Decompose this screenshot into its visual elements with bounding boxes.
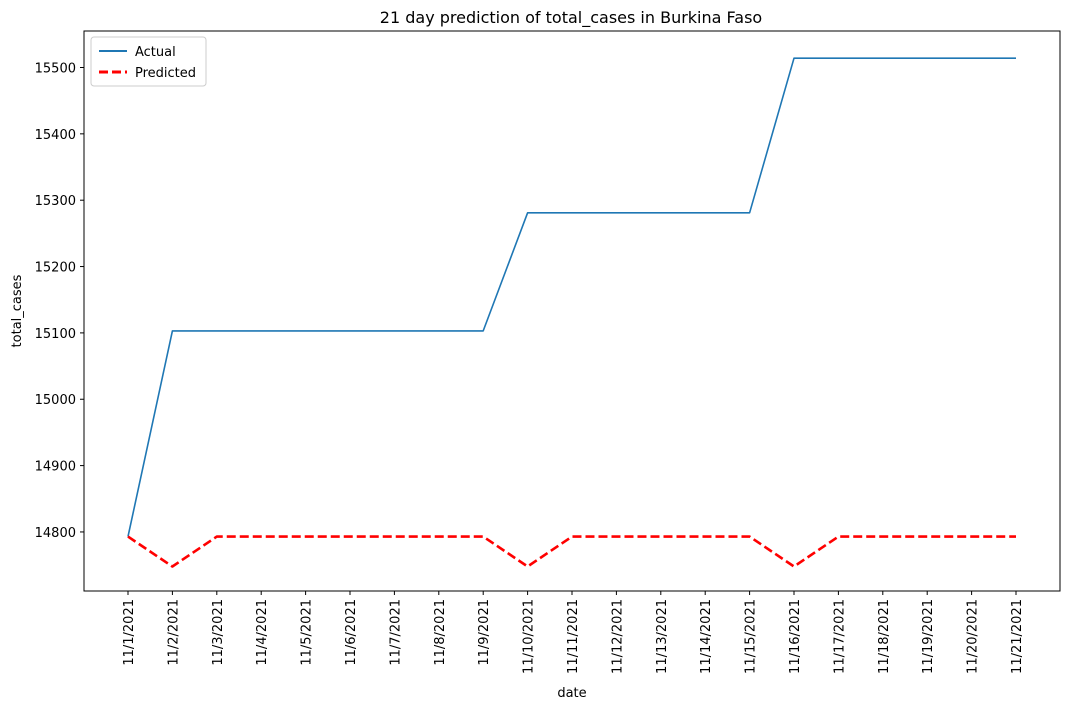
legend: Actual Predicted xyxy=(90,36,207,87)
x-tick-label: 11/15/2021 xyxy=(744,599,759,674)
x-tick-label: 11/12/2021 xyxy=(610,599,625,674)
y-tick-label: 15300 xyxy=(35,194,76,209)
y-tick-label: 15100 xyxy=(35,327,76,342)
x-tick-label: 11/6/2021 xyxy=(344,599,359,666)
x-tick-label: 11/13/2021 xyxy=(655,599,670,674)
series-layer xyxy=(127,57,1016,568)
x-tick-label: 11/20/2021 xyxy=(966,599,981,674)
x-tick-label: 11/1/2021 xyxy=(122,599,137,666)
x-tick-label: 11/5/2021 xyxy=(300,599,315,666)
x-tick-label: 11/21/2021 xyxy=(1010,599,1025,674)
series-line-actual xyxy=(127,57,1016,537)
x-tick-label: 11/14/2021 xyxy=(699,599,714,674)
y-tick-label: 15400 xyxy=(35,128,76,143)
y-tick-label: 15200 xyxy=(35,261,76,276)
y-axis-title: total_cases xyxy=(10,274,25,347)
y-tick-label: 14800 xyxy=(35,526,76,541)
legend-box xyxy=(90,36,207,87)
x-axis-title: date xyxy=(557,686,586,701)
x-tick-label: 11/2/2021 xyxy=(166,599,181,666)
series-line-predicted xyxy=(127,535,1016,568)
x-tick-label: 11/19/2021 xyxy=(921,599,936,674)
legend-label-actual: Actual xyxy=(135,45,176,60)
legend-label-predicted: Predicted xyxy=(135,66,196,81)
x-tick-label: 11/11/2021 xyxy=(566,599,581,674)
x-tick-label: 11/10/2021 xyxy=(522,599,537,674)
y-axis: 14800 14900 15000 15100 15200 15300 15400 15500 xyxy=(35,61,84,541)
x-tick-label: 11/7/2021 xyxy=(388,599,403,666)
x-tick-label: 11/16/2021 xyxy=(788,599,803,674)
y-tick-label: 15000 xyxy=(35,393,76,408)
x-tick-label: 11/4/2021 xyxy=(255,599,270,666)
y-tick-label: 15500 xyxy=(35,61,76,76)
y-tick-label: 14900 xyxy=(35,460,76,475)
chart-title: 21 day prediction of total_cases in Burk… xyxy=(380,8,762,28)
x-tick-label: 11/8/2021 xyxy=(433,599,448,666)
x-tick-label: 11/17/2021 xyxy=(832,599,847,674)
x-tick-label: 11/9/2021 xyxy=(477,599,492,666)
x-tick-label: 11/18/2021 xyxy=(877,599,892,674)
x-tick-label: 11/3/2021 xyxy=(211,599,226,666)
x-axis: 11/1/2021 11/2/2021 11/3/2021 11/4/2021 11/5… xyxy=(122,591,1025,674)
plot-area xyxy=(83,30,1061,592)
